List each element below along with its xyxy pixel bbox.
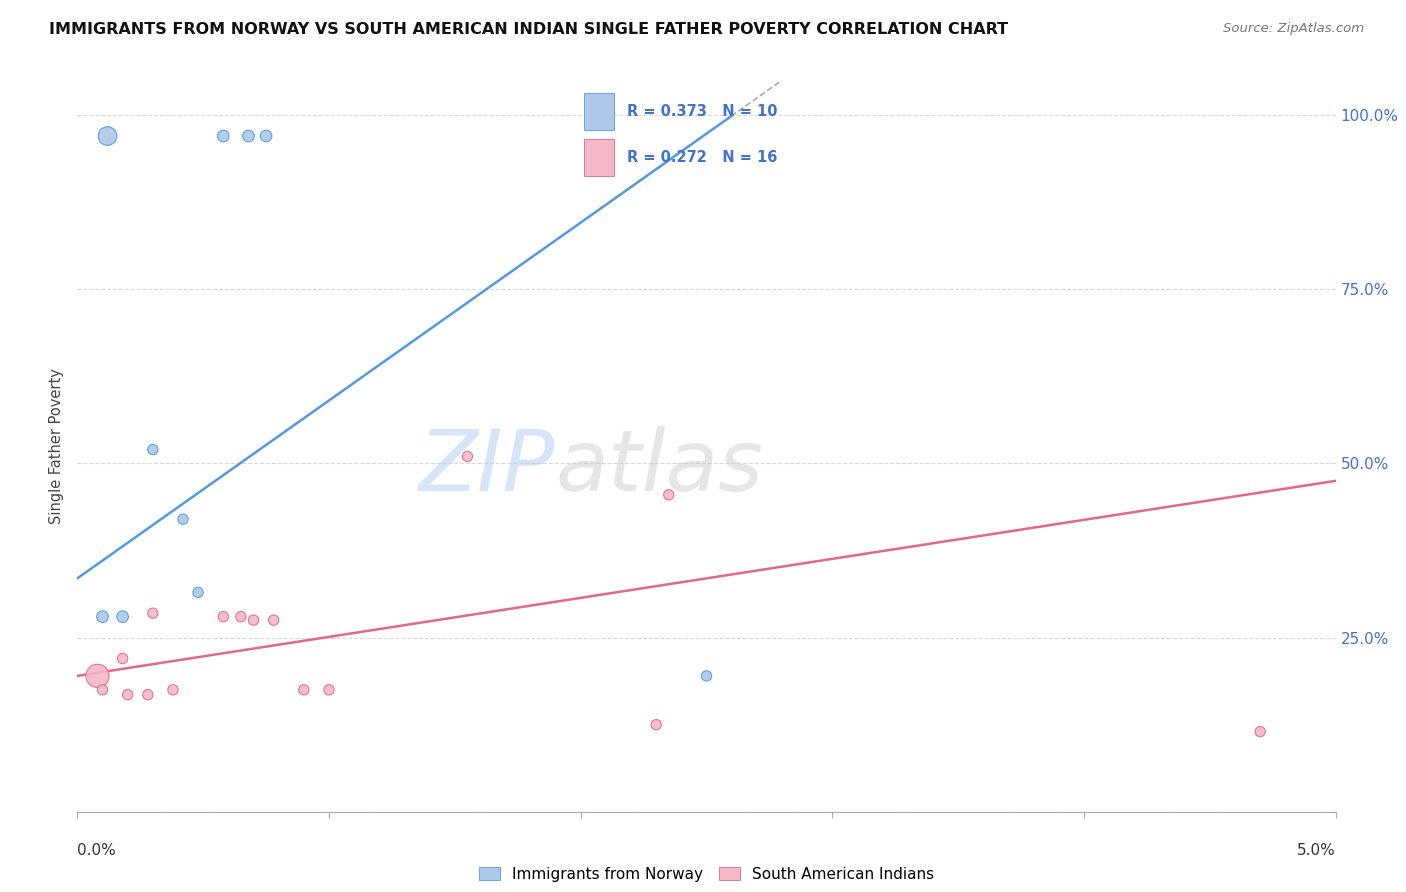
Point — [142, 606, 165, 620]
Text: 5.0%: 5.0% — [1296, 843, 1336, 858]
Text: Source: ZipAtlas.com: Source: ZipAtlas.com — [1223, 22, 1364, 36]
Point — [91, 609, 114, 624]
Point — [172, 512, 194, 526]
Point — [96, 128, 118, 143]
Point — [86, 669, 108, 683]
Point — [136, 688, 159, 702]
Point — [187, 585, 209, 599]
Point — [238, 128, 260, 143]
Point — [242, 613, 264, 627]
Point — [142, 442, 165, 457]
Point — [212, 609, 235, 624]
Point — [162, 682, 184, 697]
Point — [292, 682, 315, 697]
Y-axis label: Single Father Poverty: Single Father Poverty — [49, 368, 65, 524]
Point — [645, 717, 668, 731]
Point — [263, 613, 285, 627]
Point — [111, 651, 134, 665]
Point — [111, 609, 134, 624]
Legend: Immigrants from Norway, South American Indians: Immigrants from Norway, South American I… — [472, 861, 941, 888]
Text: atlas: atlas — [555, 426, 763, 509]
Text: IMMIGRANTS FROM NORWAY VS SOUTH AMERICAN INDIAN SINGLE FATHER POVERTY CORRELATIO: IMMIGRANTS FROM NORWAY VS SOUTH AMERICAN… — [49, 22, 1008, 37]
Text: 0.0%: 0.0% — [77, 843, 117, 858]
Point — [456, 450, 478, 464]
Point — [117, 688, 139, 702]
Text: ZIP: ZIP — [419, 426, 555, 509]
Point — [254, 128, 277, 143]
Point — [229, 609, 252, 624]
Point — [658, 488, 681, 502]
Point — [212, 128, 235, 143]
Point — [91, 682, 114, 697]
Point — [696, 669, 718, 683]
Point — [1249, 724, 1271, 739]
Point — [318, 682, 340, 697]
